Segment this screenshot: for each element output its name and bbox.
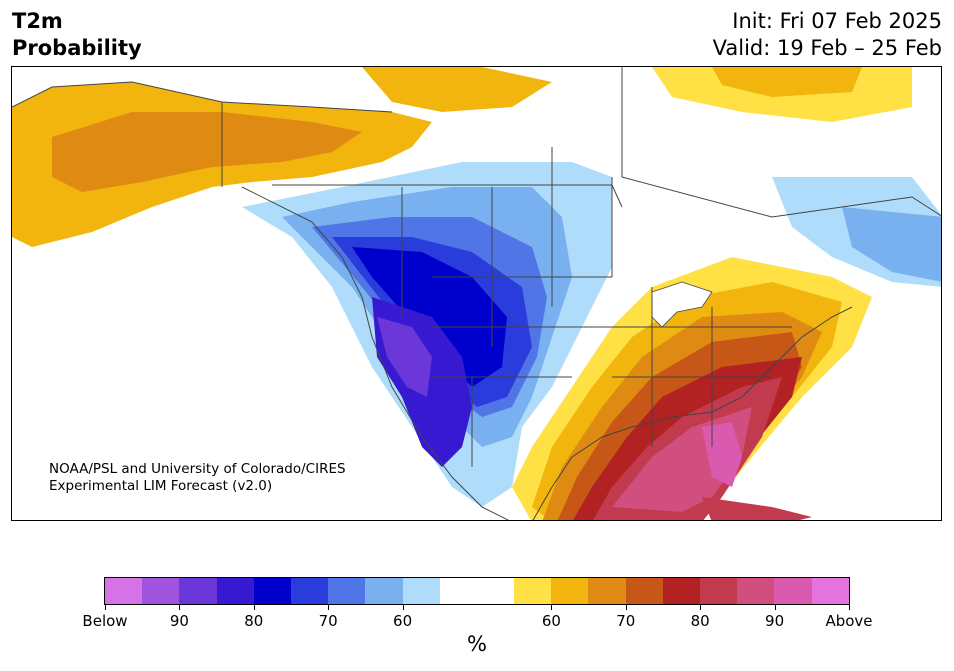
warm-region-arctic (362, 67, 552, 112)
colorbar-tick-label: 60 (393, 612, 413, 630)
colorbar-tick-label: Below (82, 612, 128, 630)
colorbar-segment (402, 578, 440, 604)
colorbar-tick-label: 70 (318, 612, 338, 630)
map-svg (12, 67, 941, 520)
colorbar-tickmark (849, 605, 850, 610)
colorbar-tickmark (774, 605, 776, 610)
colorbar-segment (588, 578, 626, 604)
warm-region-cuba (702, 497, 812, 520)
colorbar-tickmark (253, 605, 255, 610)
colorbar-tickmark (700, 605, 702, 610)
colorbar-segment (365, 578, 403, 604)
cold-region-east-canada-core (842, 207, 941, 282)
title-variable: T2m (12, 9, 63, 33)
warm-region-greenland-core (712, 67, 862, 97)
colorbar-tickmark (402, 605, 404, 610)
colorbar-segment (253, 578, 291, 604)
map-borders (12, 67, 941, 520)
colorbar-tickmark (625, 605, 627, 610)
great-lakes (651, 281, 713, 328)
attribution-line-2: Experimental LIM Forecast (v2.0) (49, 478, 273, 494)
colorbar-segment (476, 578, 515, 604)
colorbar-segment (514, 578, 552, 604)
colorbar-segment (662, 578, 700, 604)
probability-map (11, 66, 942, 521)
forecast-dates: Init: Fri 07 Feb 2025 Valid: 19 Feb – 25… (713, 8, 942, 62)
colorbar-segment (551, 578, 589, 604)
attribution-line-1: NOAA/PSL and University of Colorado/CIRE… (49, 461, 346, 477)
colorbar (104, 577, 850, 605)
warm-region-alaska-core (52, 112, 362, 192)
colorbar-tick-label: 60 (541, 612, 561, 630)
attribution: NOAA/PSL and University of Colorado/CIRE… (49, 461, 346, 495)
title-type: Probability (12, 36, 142, 60)
cold-region-purple (377, 317, 432, 397)
colorbar-segment (811, 578, 849, 604)
colorbar-segment (700, 578, 738, 604)
colorbar-segment (625, 578, 663, 604)
colorbar-unit: % (467, 632, 487, 656)
colorbar-tick-label: Above (825, 612, 873, 630)
colorbar-tickmark (105, 605, 106, 610)
colorbar-tickmark (328, 605, 330, 610)
colorbar-segment (216, 578, 254, 604)
colorbar-tick-label: 90 (765, 612, 785, 630)
map-title: T2m Probability (12, 8, 142, 62)
colorbar-segment (290, 578, 329, 604)
colorbar-tick-label: 70 (616, 612, 636, 630)
valid-range: Valid: 19 Feb – 25 Feb (712, 36, 942, 60)
colorbar-tickmark (179, 605, 181, 610)
colorbar-tick-label: 90 (169, 612, 189, 630)
colorbar-segment (439, 578, 477, 604)
colorbar-tick-label: 80 (244, 612, 264, 630)
colorbar-tickmark (551, 605, 553, 610)
colorbar-segment (774, 578, 812, 604)
colorbar-segment (328, 578, 366, 604)
colorbar-segment (179, 578, 217, 604)
colorbar-segment (142, 578, 180, 604)
init-date: Init: Fri 07 Feb 2025 (732, 9, 942, 33)
colorbar-segment (737, 578, 775, 604)
colorbar-segment (105, 578, 143, 604)
colorbar-tick-label: 80 (690, 612, 710, 630)
